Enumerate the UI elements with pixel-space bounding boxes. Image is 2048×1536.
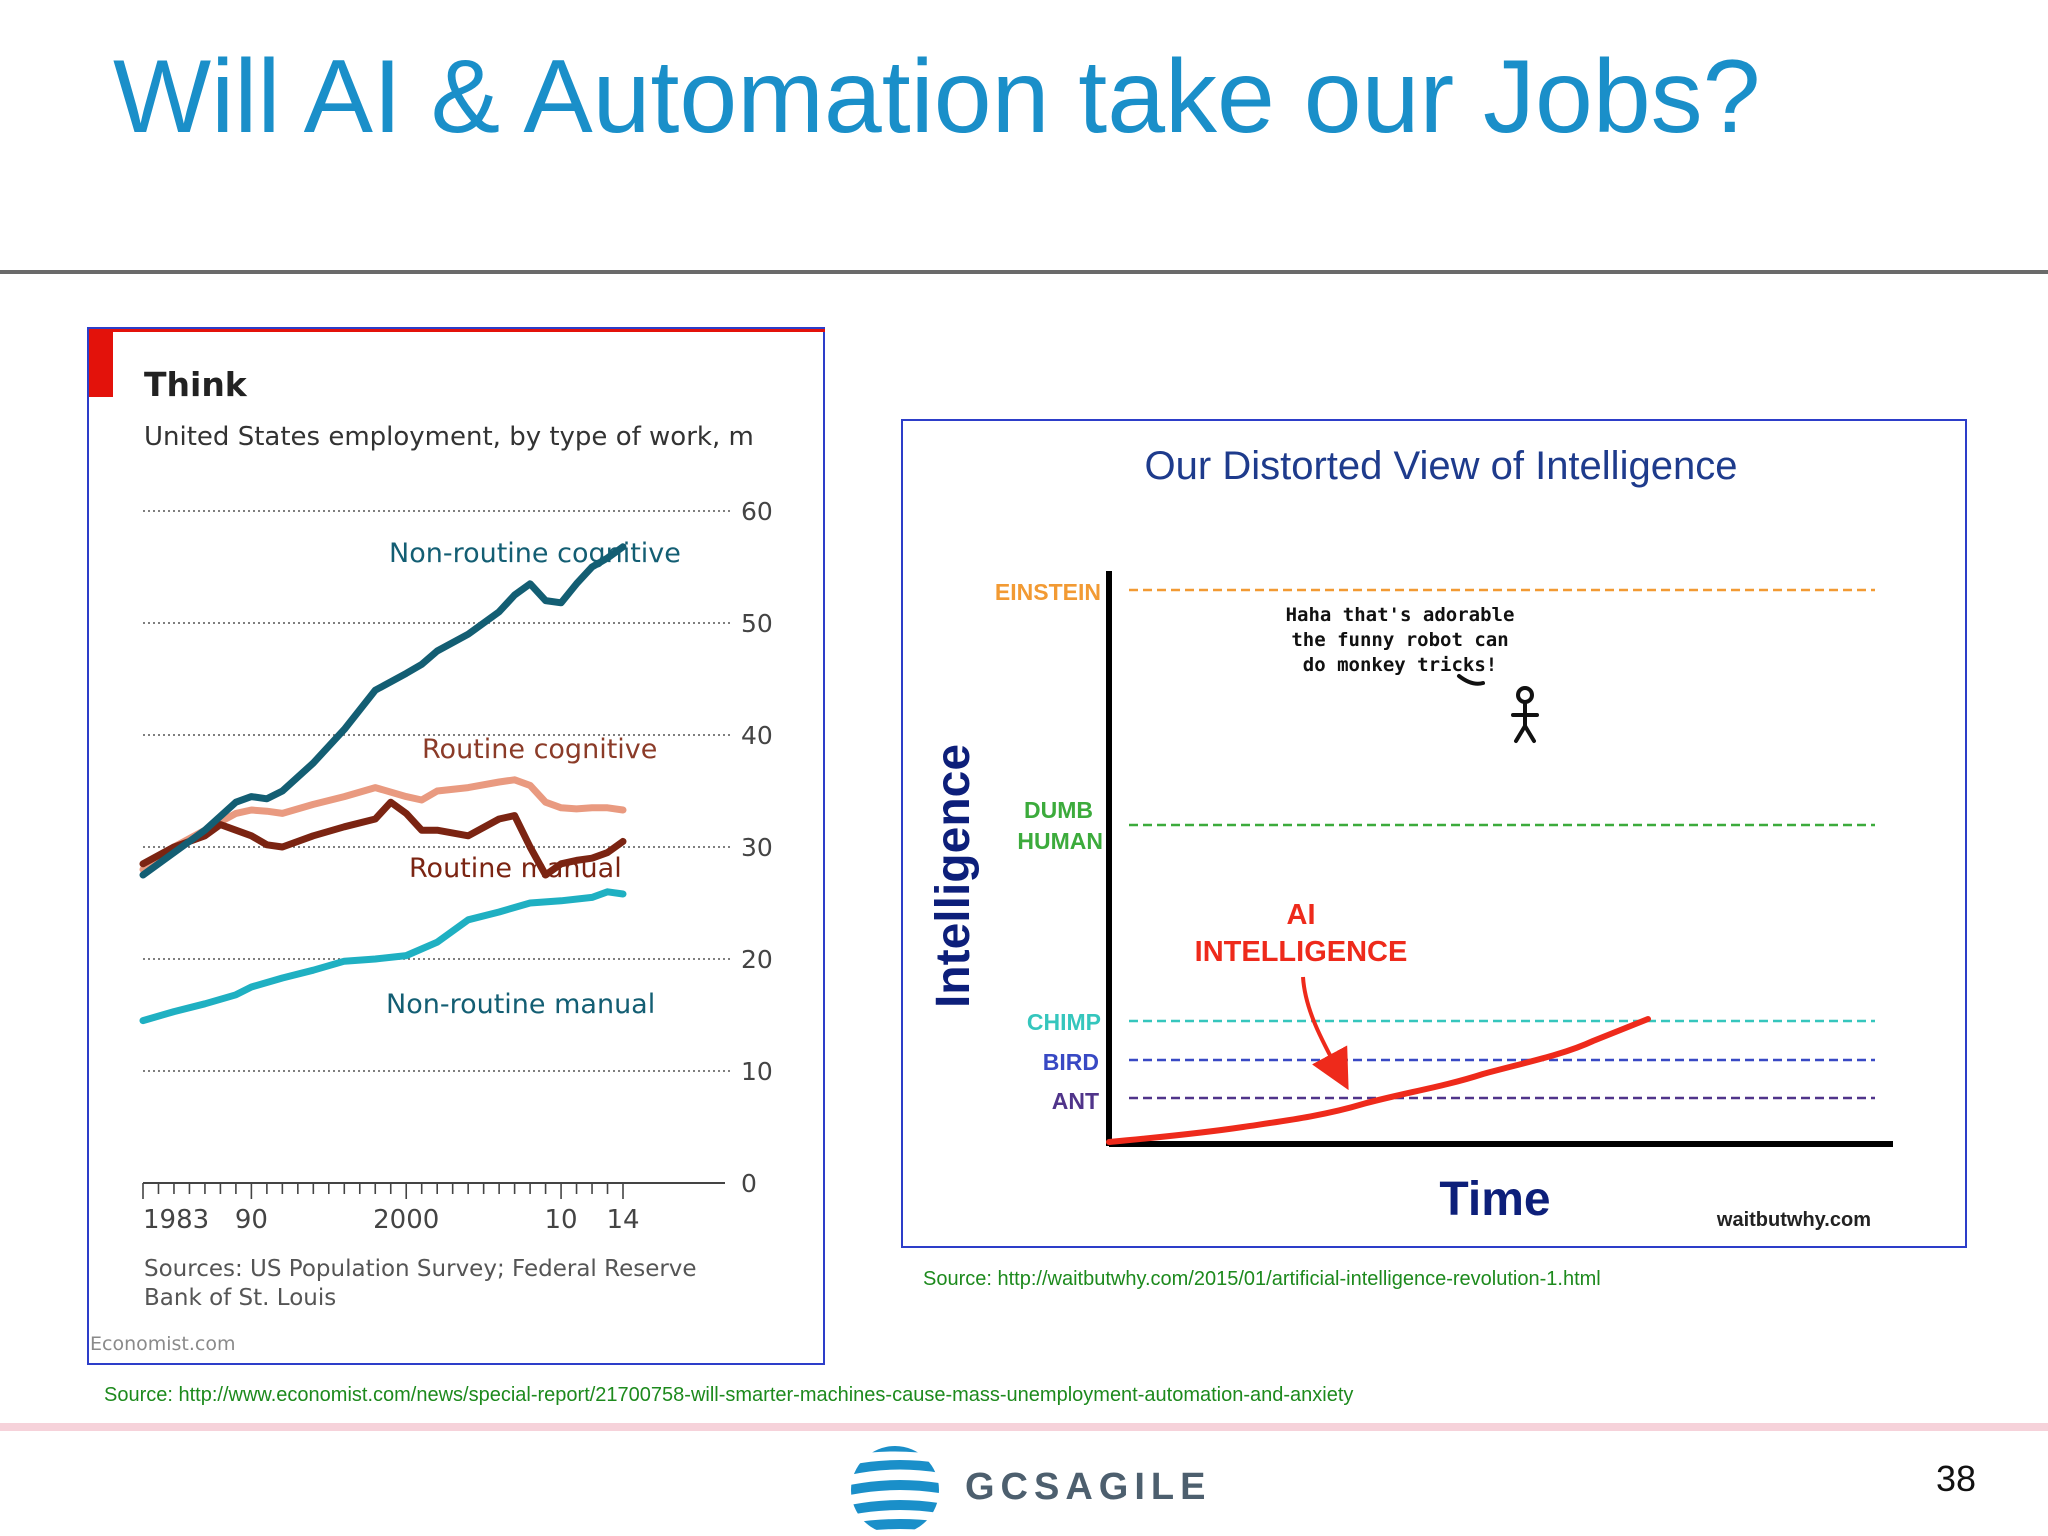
economist-chart-panel: Think United States employment, by type … [87, 327, 825, 1365]
x-tick-label: 90 [235, 1205, 268, 1235]
y-tick-label: 40 [741, 721, 773, 750]
series-line-routine-cognitive [139, 776, 627, 873]
diagram-title: Our Distorted View of Intelligence [1145, 444, 1738, 488]
series-line-routine-manual [139, 798, 627, 879]
x-axis-label: Time [1439, 1173, 1550, 1226]
series-line-non-routine-manual [139, 888, 627, 1025]
level-label-einstein: EINSTEIN [995, 579, 1101, 605]
source-left: Source: http://www.economist.com/news/sp… [104, 1384, 1354, 1406]
y-tick-label: 10 [741, 1057, 773, 1086]
x-tick-label: 10 [545, 1205, 578, 1235]
y-tick-label: 50 [741, 609, 773, 638]
level-label-chimp: CHIMP [1027, 1009, 1101, 1035]
page-number: 38 [1936, 1458, 1977, 1499]
chart-sources-line2: Bank of St. Louis [144, 1285, 336, 1311]
chart-title: Think [144, 365, 248, 404]
series-label-non-routine-cognitive: Non-routine cognitive [389, 538, 681, 569]
ai-label-line2: INTELLIGENCE [1195, 936, 1408, 968]
gcsagile-globe-icon [851, 1446, 939, 1534]
chart-top-rule [89, 329, 825, 332]
level-label-bird: BIRD [1043, 1049, 1099, 1075]
level-label-dumb: DUMB [1024, 797, 1093, 823]
x-tick-label: 2000 [373, 1205, 439, 1235]
y-tick-label: 60 [741, 497, 773, 526]
series-line-non-routine-cognitive [139, 543, 627, 879]
source-right: Source: http://waitbutwhy.com/2015/01/ar… [923, 1268, 1601, 1290]
ai-label-line1: AI [1287, 899, 1316, 931]
y-tick-label: 0 [741, 1169, 757, 1198]
y-tick-label: 30 [741, 833, 773, 862]
ai-intelligence-curve [1106, 1016, 1651, 1145]
slide-title: Will AI & Automation take our Jobs? [113, 39, 1761, 155]
footer-band [0, 1423, 2048, 1431]
y-axis-label: Intelligence [927, 744, 980, 1008]
level-label-human: HUMAN [1017, 828, 1103, 854]
ai-arrow [1301, 976, 1349, 1091]
x-tick-label: 1983 [143, 1205, 209, 1235]
title-divider [0, 270, 2048, 274]
waitbutwhy-credit: waitbutwhy.com [1716, 1209, 1871, 1231]
x-tick-label: 14 [606, 1205, 639, 1235]
chart-sources-line1: Sources: US Population Survey; Federal R… [144, 1256, 697, 1282]
series-label-routine-manual: Routine manual [409, 853, 622, 884]
intelligence-diagram-panel: Our Distorted View of Intelligence EINST… [901, 419, 1967, 1248]
employment-chart: Think United States employment, by type … [90, 365, 773, 1355]
speech-line-2: the funny robot can [1291, 629, 1508, 651]
stick-figure-icon [1457, 674, 1539, 743]
series-label-non-routine-manual: Non-routine manual [386, 989, 655, 1020]
economist-credit: Economist.com [90, 1333, 236, 1355]
series-label-routine-cognitive: Routine cognitive [422, 734, 657, 765]
speech-line-1: Haha that's adorable [1286, 604, 1515, 626]
speech-line-3: do monkey tricks! [1303, 654, 1497, 676]
y-tick-label: 20 [741, 945, 773, 974]
economist-red-tag [89, 329, 113, 397]
chart-subtitle: United States employment, by type of wor… [144, 422, 754, 452]
level-label-ant: ANT [1052, 1088, 1099, 1114]
logo-wordmark: GCSAGILE [965, 1466, 1212, 1508]
intelligence-diagram: Our Distorted View of Intelligence EINST… [927, 444, 1893, 1231]
